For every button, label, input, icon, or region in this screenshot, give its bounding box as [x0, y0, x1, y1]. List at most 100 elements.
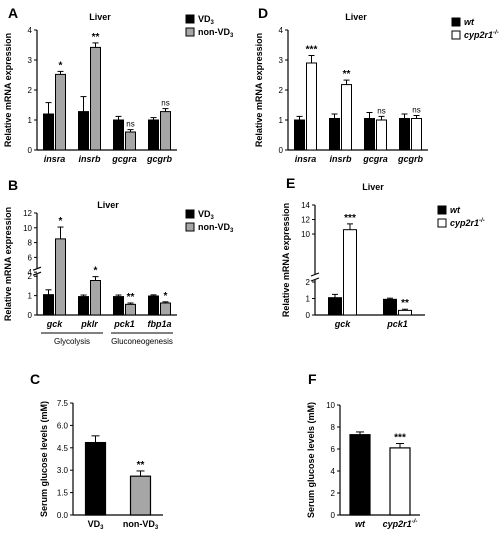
panel-B-axis-break-mark	[32, 266, 42, 271]
panel-E-legend-label-script: -/-	[479, 218, 485, 224]
panel-B-legend-swatch	[185, 209, 195, 219]
panel-D-y-label: Relative mRNA expression	[254, 33, 264, 147]
panel-F-significance: ***	[394, 433, 406, 444]
panel-D-x-tick-label: insra	[295, 154, 317, 164]
panel-E-legend-label-main: cyp2r1	[450, 218, 479, 228]
panel-C-x-tick-label: VD3	[88, 519, 105, 531]
panel-D-bar	[341, 84, 352, 151]
panel-B-y-tick-label: 4	[28, 268, 33, 277]
panel-A-bar	[125, 131, 136, 151]
panel-D-y-tick-label: 0	[279, 146, 284, 155]
panel-B-bar	[113, 296, 124, 316]
panel-D-y-tick-label: 2	[279, 86, 284, 95]
panel-D-bar	[294, 119, 305, 151]
panel-B-x-tick-label: pklr	[80, 319, 98, 329]
panel-E-y-tick-label: 1	[306, 295, 311, 304]
panel-E-bar	[398, 309, 412, 316]
panel-F-bar	[349, 434, 371, 516]
panel-F-y-tick-label: 4	[331, 467, 336, 476]
panel-B-legend-label-script: 3	[230, 228, 234, 234]
panel-B-bar	[55, 238, 66, 316]
panel-B-y-tick-label: 1	[28, 292, 33, 301]
panel-F-y-tick-label: 2	[331, 489, 336, 498]
panel-A-x-tick-label: insra	[44, 154, 66, 164]
panel-D-legend-swatch	[451, 30, 461, 40]
panel-B-y-tick-label: 8	[28, 239, 33, 248]
panel-A-legend-swatch	[185, 27, 195, 37]
panel-E-significance: **	[401, 298, 409, 309]
panel-F-letter: F	[308, 371, 317, 387]
panel-D-significance: ***	[306, 45, 318, 56]
panel-A-bar	[78, 111, 89, 151]
panel-A-legend-label-main: VD	[198, 14, 211, 24]
panel-B-significance: *	[164, 291, 168, 302]
panel-B-y-tick-label: 6	[28, 253, 33, 262]
panel-D-significance: ns	[412, 106, 420, 115]
panel-E-legend-label: cyp2r1-/-	[450, 218, 485, 228]
panel-A-legend-label: non-VD3	[198, 27, 234, 39]
panel-A-y-tick-label: 1	[28, 116, 33, 125]
panel-E-bar	[343, 229, 357, 316]
panel-E-y-label: Relative mRNA expression	[281, 203, 291, 317]
panel-D-bar	[376, 119, 387, 151]
panel-B-y-tick-label: 0	[28, 311, 33, 320]
panel-E-significance: ***	[344, 213, 356, 224]
panel-A-significance: ns	[126, 120, 134, 129]
panel-B-x-tick-label: pck1	[113, 319, 135, 329]
panel-B-letter: B	[8, 177, 18, 193]
panel-E-letter: E	[286, 175, 295, 191]
panel-D-y-tick-label: 1	[279, 116, 284, 125]
panel-B-significance: **	[127, 292, 135, 303]
panel-C-y-tick-label: 4.5	[57, 444, 69, 453]
panel-C-x-tick-label: non-VD3	[123, 519, 159, 531]
panel-F-x-tick-label-main: cyp2r1	[383, 519, 412, 529]
panel-F-y-tick-label: 6	[331, 445, 336, 454]
panel-E-y-tick-label: 10	[301, 230, 310, 239]
panel-E-legend-swatch	[437, 218, 447, 228]
panel-A-bar	[113, 119, 124, 151]
panel-A-legend-label-main: non-VD	[198, 27, 230, 37]
panel-A-legend-label: VD3	[198, 14, 215, 26]
panel-B-significance: *	[59, 216, 63, 227]
panel-D-legend-swatch	[451, 17, 461, 27]
panel-B-x-tick-label: gck	[46, 319, 64, 329]
panel-C-y-label: Serum glucose levels (mM)	[39, 401, 49, 517]
panel-A-significance: ns	[161, 99, 169, 108]
panel-A-legend-label-script: 3	[230, 33, 234, 39]
panel-E-axis-break-mark	[310, 272, 320, 277]
panel-D-x-tick-label: gcgra	[362, 154, 388, 164]
panel-C-x-tick-label-main: VD	[88, 519, 101, 529]
panel-D-bar	[411, 118, 422, 151]
panel-A-y-tick-label: 2	[28, 86, 33, 95]
panel-F-y-tick-label: 0	[331, 511, 336, 520]
panel-A-significance: *	[59, 60, 63, 71]
panel-C-letter: C	[30, 371, 40, 387]
panel-A-title: Liver	[89, 12, 111, 22]
panel-B-bar	[148, 295, 159, 316]
panel-B-bar	[90, 280, 101, 316]
panel-B-significance: *	[94, 266, 98, 277]
panel-B-bar	[43, 294, 54, 316]
panel-C-y-tick-label: 1.5	[57, 489, 69, 498]
panel-D-bar	[364, 118, 375, 151]
panel-D-letter: D	[258, 5, 268, 21]
panel-F-x-tick-label: cyp2r1-/-	[383, 519, 418, 529]
panel-A-x-tick-label: insrb	[78, 154, 101, 164]
panel-B-axis-break-mark	[32, 271, 42, 276]
panel-E-axis-break-mark	[310, 277, 320, 282]
panel-A-x-tick-label: gcgra	[111, 154, 137, 164]
panel-C-y-tick-label: 6.0	[57, 421, 69, 430]
panel-A-bar	[43, 113, 54, 151]
panel-A-bar	[90, 46, 101, 151]
panel-E-y-tick-label: 2	[306, 278, 311, 287]
panel-E-y-tick-label: 12	[301, 216, 310, 225]
panel-B-title: Liver	[97, 200, 119, 210]
panel-E-bar	[328, 297, 342, 316]
panel-D-significance: ns	[377, 106, 385, 115]
panel-D-significance: **	[343, 69, 351, 80]
panel-D-legend-label-script: -/-	[493, 30, 499, 36]
panel-C-y-tick-label: 3.0	[57, 466, 69, 475]
panel-A-bar	[55, 73, 66, 151]
panel-F-bar	[389, 447, 411, 516]
